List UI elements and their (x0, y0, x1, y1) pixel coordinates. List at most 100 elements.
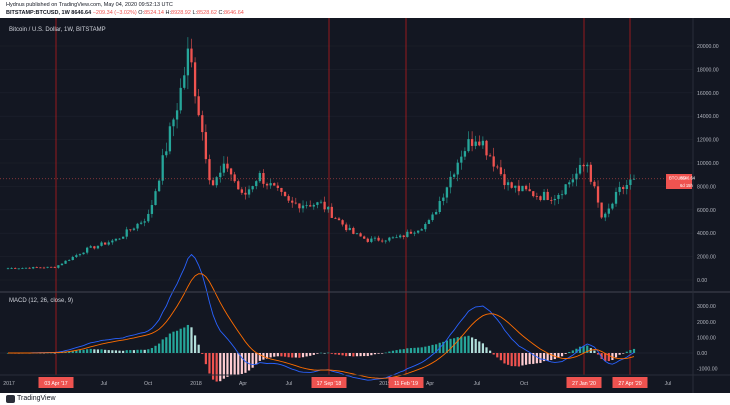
candle-up (406, 231, 409, 237)
price-axis-label: 0.00 (697, 278, 707, 284)
macd-histogram-bar (345, 353, 348, 357)
time-axis-label: Jul (101, 381, 108, 387)
macd-histogram-bar (125, 350, 128, 353)
macd-axis-label: 0.00 (697, 351, 707, 357)
macd-histogram-bar (186, 324, 189, 353)
candle-up (118, 238, 121, 240)
candle-down (93, 246, 96, 249)
time-axis-label: Jul (474, 381, 481, 387)
macd-histogram-bar (406, 348, 409, 353)
time-axis-label: 2017 (3, 381, 15, 387)
candle-down (478, 141, 481, 146)
candle-down (366, 238, 369, 242)
macd-axis-label: 1000.00 (697, 335, 716, 341)
macd-histogram-bar (341, 353, 344, 356)
candle-down (211, 180, 215, 186)
macd-histogram-bar (420, 347, 423, 353)
candle-up (456, 162, 459, 175)
macd-histogram-bar (334, 353, 337, 355)
macd-histogram-bar (226, 353, 229, 377)
candle-up (17, 268, 20, 270)
candle-up (64, 260, 67, 264)
candle-down (539, 196, 542, 201)
candle-up (438, 200, 441, 213)
time-axis[interactable]: 2017 03 Apr '17 Jul Oct 2018 Apr Jul 17 Sep '18… (3, 377, 671, 388)
candle-down (226, 163, 229, 169)
candle-down (39, 267, 42, 269)
macd-histogram-bar (255, 353, 258, 365)
time-axis-label: Jul (665, 381, 672, 387)
signal-line (8, 273, 635, 379)
macd-histogram-bar (481, 343, 484, 353)
macd-histogram-bar (395, 350, 398, 353)
price-axis[interactable]: 20000.00 18000.00 16000.00 14000.00 12000.00… (697, 44, 719, 284)
candle-down (596, 186, 600, 203)
price-badge-countdown: 6d 15h (680, 183, 693, 188)
candle-down (262, 173, 265, 184)
candle-down (337, 218, 341, 221)
candle-down (334, 217, 337, 219)
macd-histogram-bar (291, 353, 294, 358)
price-badge-price: 8646.64 (680, 176, 696, 181)
candle-up (114, 238, 118, 241)
macd-histogram-bar (337, 353, 341, 355)
macd-histogram-bar (298, 353, 301, 358)
candle-down (345, 224, 348, 231)
macd-histogram-bar (330, 353, 333, 354)
macd-histogram-bar (319, 352, 323, 354)
macd-histogram-bar (417, 347, 420, 353)
macd-histogram-bar (233, 353, 236, 375)
macd-histogram-bar (528, 353, 531, 365)
macd-axis-label: 2000.00 (697, 320, 716, 326)
candle-down (298, 203, 301, 209)
macd-histogram-bar (560, 353, 564, 357)
time-axis-label: 2018 (190, 381, 202, 387)
candle-down (532, 191, 535, 197)
macd-histogram-bar (445, 340, 449, 353)
macd-histogram-bar (265, 353, 269, 359)
macd-pane (0, 253, 693, 382)
candle-up (143, 221, 146, 223)
candle-up (611, 203, 614, 209)
ohlc-close-label: C: (218, 10, 224, 16)
pane-title: Bitcoin / U.S. Dollar, 1W, BITSTAMP (9, 27, 106, 33)
macd-histogram-bar (183, 327, 186, 353)
chart-canvas[interactable]: 20000.00 18000.00 16000.00 14000.00 12000.00… (0, 18, 730, 393)
candle-up (420, 229, 423, 231)
candle-down (359, 233, 362, 237)
footer-brand[interactable]: TradingView (17, 395, 56, 402)
macd-axis[interactable]: 3000.00 2000.00 1000.00 0.00 -1000.00 (697, 304, 718, 372)
candle-up (327, 206, 330, 210)
macd-histogram-bar (485, 347, 488, 353)
candle-up (179, 87, 182, 111)
candle-down (283, 191, 287, 197)
macd-histogram-bar (287, 353, 290, 358)
macd-histogram-bar (517, 353, 520, 367)
candle-down (201, 115, 204, 133)
candle-up (449, 176, 452, 188)
macd-histogram-bar (632, 348, 636, 353)
macd-histogram-bar (413, 347, 416, 353)
time-axis-marker-bg (612, 377, 648, 388)
candle-up (398, 235, 402, 238)
candle-down (50, 266, 53, 268)
candle-up (258, 173, 261, 182)
macd-histogram-bar (442, 341, 445, 353)
macd-histogram-bar (132, 350, 136, 353)
price-badge-bg (666, 174, 692, 189)
symbol-label: BITSTAMP:BTCUSD, 1W (6, 10, 70, 16)
macd-histogram-bar (359, 353, 362, 357)
macd-histogram-bar (399, 349, 402, 353)
macd-histogram-bar (197, 344, 200, 353)
candle-up (557, 194, 560, 199)
candle-down (265, 183, 269, 186)
candle-up (46, 266, 49, 268)
candle-up (255, 181, 258, 187)
candle-down (233, 174, 236, 182)
candle-up (75, 255, 78, 257)
macd-histogram-bar (309, 353, 312, 356)
candle-down (229, 168, 233, 175)
macd-histogram-bar (323, 352, 326, 354)
macd-histogram-bar (147, 349, 150, 353)
candle-up (391, 237, 395, 239)
